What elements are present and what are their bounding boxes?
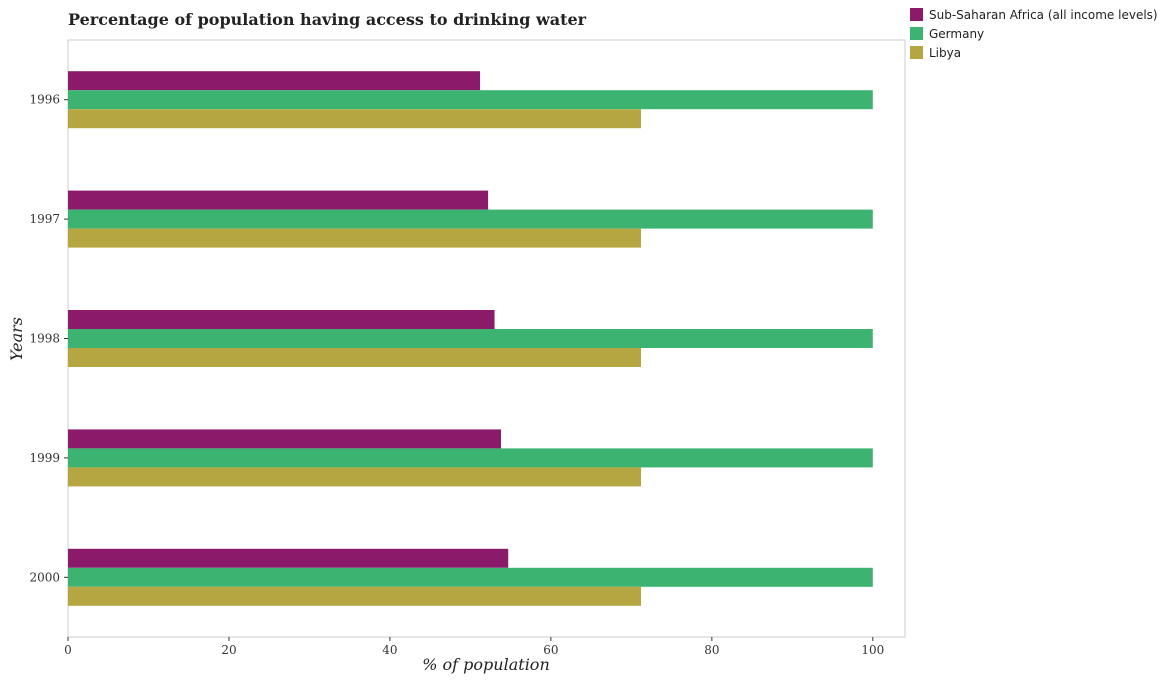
- bar-1996-3: [68, 109, 642, 129]
- legend-swatch: [910, 27, 923, 40]
- y-tick-label: 1999: [29, 451, 60, 465]
- x-ticks: 0 20 40 60 80 100: [64, 637, 884, 657]
- y-tick-label: 1998: [29, 332, 60, 346]
- legend-label: Libya: [929, 46, 961, 60]
- x-tick-label: 0: [64, 643, 72, 657]
- bar-1998-1: [68, 310, 495, 329]
- x-tick-label: 100: [861, 643, 884, 657]
- y-tick-label: 1997: [29, 212, 60, 226]
- bar-1998-3: [68, 348, 642, 367]
- y-ticks: 1996 1997 1998 1999 2000: [29, 93, 68, 584]
- chart-title: Percentage of population having access t…: [68, 10, 587, 29]
- x-tick-label: 80: [704, 643, 719, 657]
- bar-1997-3: [68, 228, 642, 248]
- y-tick-label: 1996: [29, 93, 60, 107]
- bar-1999-1: [68, 429, 501, 449]
- bar-1996-1: [68, 71, 481, 91]
- legend-label: Sub-Saharan Africa (all income levels): [929, 8, 1158, 22]
- bar-1997-2: [68, 209, 873, 229]
- x-tick-label: 20: [221, 643, 236, 657]
- bar-1999-2: [68, 448, 873, 468]
- legend-swatch: [910, 8, 923, 21]
- x-tick-label: 60: [543, 643, 558, 657]
- legend-label: Germany: [929, 27, 984, 41]
- bar-1996-2: [68, 90, 873, 110]
- bar-1999-3: [68, 467, 642, 487]
- y-axis-label: Years: [7, 317, 26, 361]
- bar-2000-3: [68, 586, 642, 606]
- bar-1997-1: [68, 190, 489, 210]
- y-tick-label: 2000: [29, 570, 60, 584]
- bar-2000-2: [68, 567, 873, 587]
- x-tick-label: 40: [382, 643, 397, 657]
- x-axis-label: % of population: [422, 655, 550, 674]
- bars: [68, 71, 873, 606]
- bar-1998-2: [68, 329, 873, 348]
- legend-swatch: [910, 46, 923, 59]
- bar-2000-1: [68, 548, 509, 568]
- legend: Sub-Saharan Africa (all income levels) Ge…: [910, 8, 1158, 60]
